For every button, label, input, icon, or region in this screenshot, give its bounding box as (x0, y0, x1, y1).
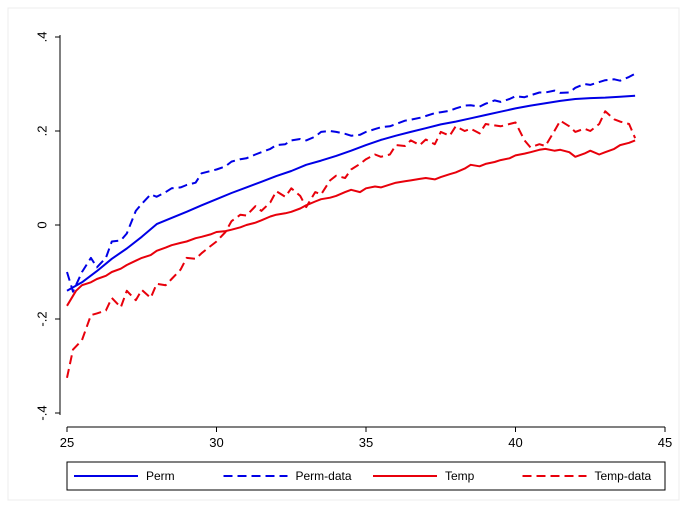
legend: Perm Perm-data Temp Temp-data (66, 461, 666, 491)
y-axis: -.4 -.2 0 .2 .4 (35, 32, 61, 421)
legend-label-perm-data: Perm-data (296, 469, 352, 483)
series-line-temp-data (66, 110, 637, 379)
x-tick-label: 40 (508, 435, 522, 450)
legend-label-temp-data: Temp-data (595, 469, 652, 483)
legend-box (66, 461, 666, 491)
series-lines (66, 72, 637, 379)
x-tick-label: 30 (209, 435, 223, 450)
legend-label-perm: Perm (146, 469, 175, 483)
series-line-temp (66, 139, 636, 307)
y-tick-label: .2 (35, 126, 50, 137)
x-axis: 25 30 35 40 45 (60, 426, 672, 450)
y-tick-label: 0 (35, 221, 50, 228)
x-tick-label: 25 (60, 435, 74, 450)
x-tick-label: 35 (359, 435, 373, 450)
series-line-perm (66, 94, 636, 292)
series-line-perm-data (66, 72, 636, 293)
y-tick-label: -.4 (35, 405, 50, 420)
legend-label-temp: Temp (445, 469, 475, 483)
plot-region-frame (7, 7, 680, 501)
x-tick-label: 45 (658, 435, 672, 450)
y-tick-label: -.2 (35, 311, 50, 326)
y-tick-label: .4 (35, 32, 50, 43)
